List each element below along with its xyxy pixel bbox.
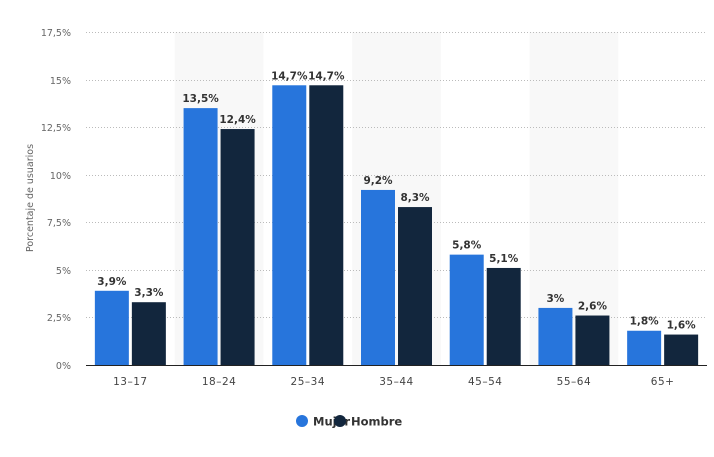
y-tick-label: 2,5%	[47, 313, 71, 324]
bars: 3,9% 3,3% 13,5%12,4% 14,7% 14,7% 9,2% 8,3% 5,8%…	[94, 70, 699, 365]
data-label: 2,6%	[578, 301, 608, 313]
x-tick-label: 45–54	[468, 376, 502, 388]
y-tick-label: 15%	[50, 76, 71, 87]
x-tick-label: 13–17	[113, 376, 147, 388]
legend-marker-icon	[296, 415, 308, 427]
x-tick-label: 55–64	[557, 376, 591, 388]
bar-mujer[interactable]	[627, 330, 662, 365]
x-tick-label: 65+	[651, 376, 675, 388]
data-label: 1,6%	[667, 320, 697, 332]
data-label: 3%	[547, 293, 565, 305]
bar-hombre[interactable]	[486, 267, 521, 365]
bar-hombre[interactable]	[220, 129, 255, 365]
legend: Mujer Hombre	[296, 415, 402, 429]
bar-hombre[interactable]	[575, 315, 610, 365]
x-tick-label: 18–24	[202, 376, 236, 388]
y-tick-label: 12,5%	[41, 123, 71, 134]
data-label: 8,3%	[400, 192, 430, 204]
bar-mujer[interactable]	[183, 108, 218, 365]
bar-hombre[interactable]	[398, 207, 432, 365]
data-label: 9,2%	[363, 175, 393, 187]
y-tick-label: 5%	[56, 266, 71, 277]
x-tick-label: 35–44	[379, 376, 413, 388]
data-label: 1,8%	[630, 316, 660, 328]
y-tick-label: 17,5%	[41, 28, 71, 39]
data-label: 14,7%	[271, 70, 308, 82]
background-bands	[174, 32, 619, 365]
bar-hombre[interactable]	[664, 334, 699, 365]
y-axis-ticks: 0% 2,5% 5% 7,5% 10% 12,5% 15% 17,5%	[41, 28, 71, 372]
bar-mujer[interactable]	[94, 290, 129, 365]
y-axis-label: Porcentaje de usuarios	[25, 144, 36, 252]
data-label: 13,5%	[182, 93, 219, 105]
data-label: 3,3%	[134, 287, 164, 299]
data-label: 5,8%	[452, 240, 482, 252]
bar-mujer[interactable]	[272, 85, 307, 365]
legend-item-hombre[interactable]: Hombre	[334, 415, 402, 429]
bar-hombre[interactable]	[131, 302, 166, 365]
bar-mujer[interactable]	[361, 189, 395, 365]
x-axis-ticks: 13–17 18–24 25–34 35–44 45–54 55–64 65+	[113, 376, 674, 388]
data-label: 12,4%	[219, 114, 256, 126]
y-tick-label: 0%	[56, 361, 71, 372]
data-label: 14,7%	[308, 70, 345, 82]
y-tick-label: 7,5%	[47, 218, 71, 229]
bar-mujer[interactable]	[449, 254, 484, 365]
y-tick-label: 10%	[50, 171, 71, 182]
legend-label: Hombre	[351, 415, 402, 429]
bar-mujer[interactable]	[538, 307, 573, 365]
bar-hombre[interactable]	[309, 85, 344, 365]
legend-marker-icon	[334, 415, 346, 427]
data-label: 3,9%	[97, 276, 127, 288]
data-label: 5,1%	[489, 253, 519, 265]
x-tick-label: 25–34	[291, 376, 325, 388]
